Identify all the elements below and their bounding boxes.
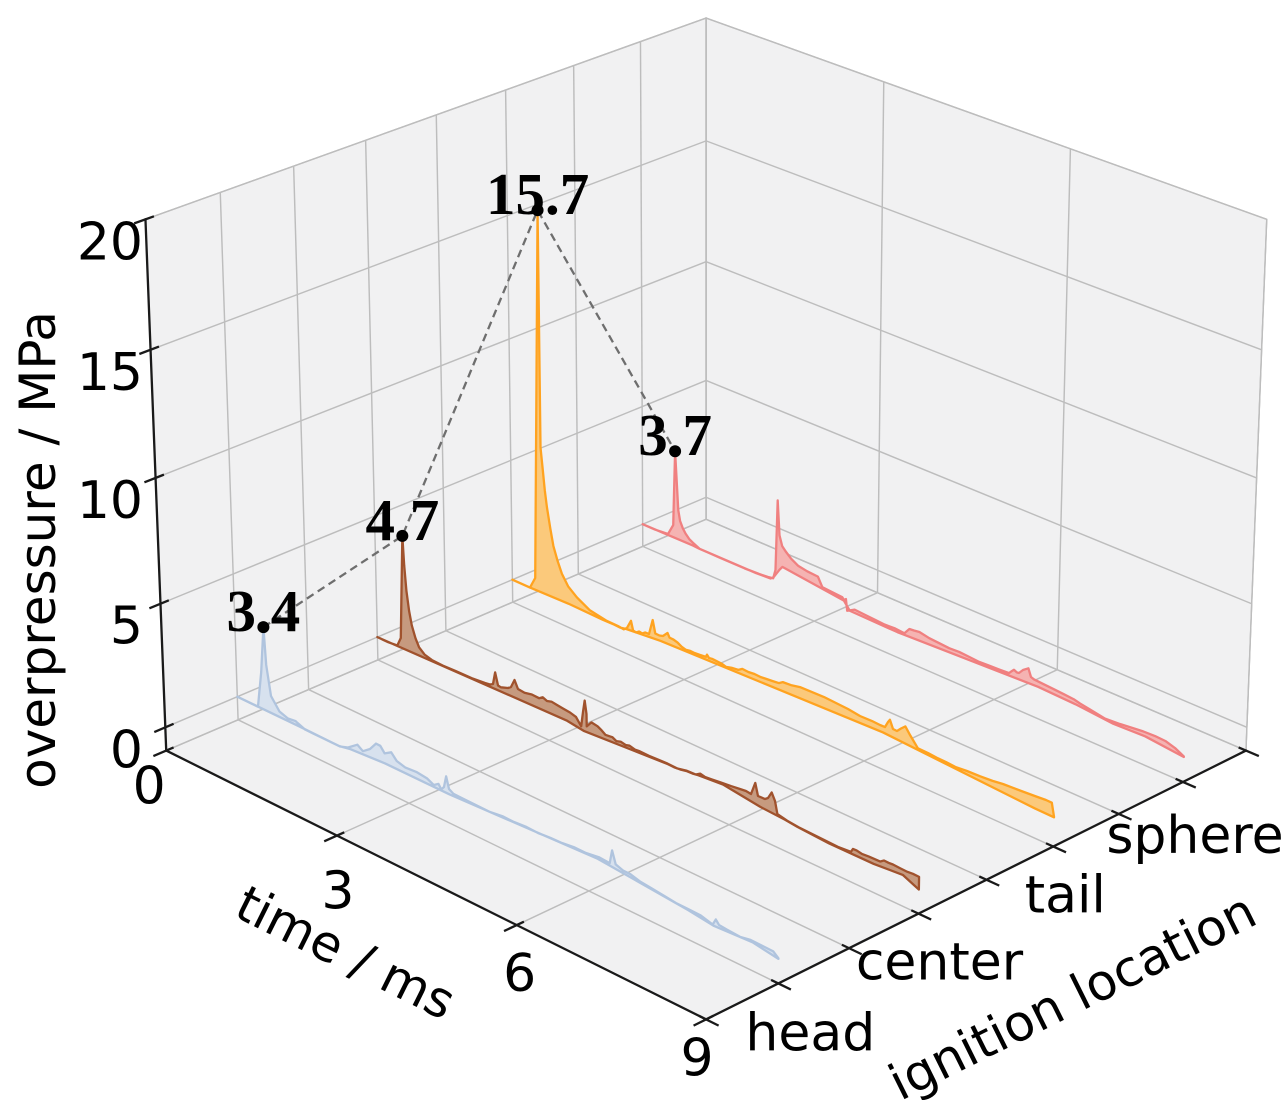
time-tick-0 bbox=[152, 746, 175, 758]
time-tick-label-0: 0 bbox=[133, 757, 166, 817]
grid-floor-loc-2.0 bbox=[512, 601, 1054, 848]
overpressure-tick-label-10: 10 bbox=[77, 471, 143, 531]
grid-rwall-z-20 bbox=[705, 17, 1267, 220]
peak-label-head: 3.4 bbox=[227, 578, 301, 644]
peak-dot-center bbox=[396, 529, 409, 542]
peak-label-sphere: 3.7 bbox=[638, 402, 712, 468]
location-tick-1.5 bbox=[978, 875, 1000, 887]
grid-lwall-z-20 bbox=[145, 17, 707, 220]
grid-rwall-time-9 bbox=[1245, 219, 1268, 751]
overpressure-tick-20 bbox=[133, 215, 155, 225]
peak-label-tail: 15.7 bbox=[486, 161, 589, 227]
overpressure-axis-title: overpressure / MPa bbox=[9, 311, 67, 789]
series-center-trace bbox=[376, 534, 921, 891]
location-tick--0.5 bbox=[698, 1014, 720, 1027]
grid-floor-loc-0.5 bbox=[308, 688, 850, 949]
grid-rwall-z-0 bbox=[705, 496, 1248, 729]
location-tick-3.0 bbox=[1175, 777, 1197, 789]
grid-floor-loc-1.0 bbox=[377, 659, 919, 915]
time-axis-line bbox=[165, 749, 708, 1021]
overpressure-tick-label-5: 5 bbox=[110, 597, 143, 657]
location-tick-2.0 bbox=[1045, 842, 1067, 854]
grid-lwall-loc-0.0 bbox=[219, 192, 239, 720]
overpressure-axis-line bbox=[144, 218, 168, 752]
grid-floor-time-0 bbox=[165, 518, 707, 752]
time-tick-label-3: 3 bbox=[321, 862, 354, 922]
grid-lwall-loc-2.0 bbox=[504, 89, 514, 603]
axis-lines bbox=[144, 218, 1248, 1021]
grid-rwall-z-10 bbox=[705, 260, 1257, 479]
grid-floor-loc-2.5 bbox=[578, 573, 1120, 815]
grid-rwall-time-3 bbox=[876, 81, 885, 593]
overpressure-tick-5 bbox=[148, 599, 170, 610]
time-tick-3 bbox=[323, 831, 345, 843]
grid-lwall-loc-1.5 bbox=[435, 114, 447, 631]
location-tick-3.5 bbox=[1238, 746, 1260, 758]
location-tick-2.5 bbox=[1110, 809, 1132, 821]
grid-floor-time-6 bbox=[516, 669, 1058, 926]
grid-rwall-time-6 bbox=[1056, 148, 1072, 670]
location-tick-label-sphere: sphere bbox=[1106, 806, 1283, 866]
peak-label-center: 4.7 bbox=[365, 487, 439, 553]
grid-lwall-loc-2.5 bbox=[572, 65, 580, 574]
overpressure-tick-15 bbox=[138, 345, 160, 356]
overpressure-tick-10 bbox=[143, 473, 165, 484]
location-axis-line bbox=[704, 749, 1248, 1021]
peak-dot-sphere bbox=[669, 445, 682, 458]
peak-dot-head bbox=[257, 621, 270, 634]
overpressure-tick-label-15: 15 bbox=[77, 343, 143, 403]
grid-floor-loc-3.5 bbox=[705, 518, 1247, 752]
overpressure-tick-0 bbox=[153, 722, 175, 734]
grid-floor-time-3 bbox=[336, 592, 878, 837]
series-sphere-trace bbox=[641, 450, 1185, 759]
series-head-trace bbox=[236, 626, 780, 960]
grid-lwall-z-0 bbox=[165, 496, 707, 729]
time-tick-6 bbox=[503, 920, 525, 933]
grid-lwall-loc-0.5 bbox=[292, 166, 310, 690]
location-tick-label-center: center bbox=[856, 933, 1024, 993]
location-tick-0.5 bbox=[841, 943, 863, 956]
grid-rwall-z-15 bbox=[705, 140, 1262, 351]
location-tick-0.0 bbox=[770, 978, 792, 991]
location-tick-label-tail: tail bbox=[1025, 866, 1106, 926]
grid-floor-loc-1.5 bbox=[445, 630, 987, 881]
overpressure-tick-label-0: 0 bbox=[110, 720, 143, 780]
grid-lwall-z-5 bbox=[160, 379, 707, 605]
grid-lwall-z-15 bbox=[150, 140, 707, 351]
panes bbox=[144, 17, 1268, 1021]
time-tick-9 bbox=[693, 1014, 714, 1027]
grid-lwall-loc-3.0 bbox=[639, 41, 644, 547]
series-tail-trace bbox=[511, 209, 1056, 819]
grid-floor-loc-0.0 bbox=[237, 719, 779, 985]
location-tick-1.0 bbox=[910, 909, 932, 921]
grid-lwall-loc-1.0 bbox=[364, 140, 379, 660]
grid-floor-loc-3.0 bbox=[642, 545, 1184, 783]
series-traces bbox=[236, 209, 1185, 960]
grid-lwall-z-10 bbox=[155, 260, 707, 479]
tick-marks bbox=[133, 215, 1260, 1027]
location-tick-label-head: head bbox=[745, 1003, 875, 1063]
overpressure-tick-label-20: 20 bbox=[77, 212, 143, 272]
grid-rwall-z-5 bbox=[705, 379, 1252, 605]
time-tick-label-9: 9 bbox=[681, 1028, 714, 1088]
time-tick-label-6: 6 bbox=[503, 944, 536, 1004]
peak-connector-line bbox=[262, 207, 677, 629]
peak-dot-tail bbox=[531, 204, 544, 217]
